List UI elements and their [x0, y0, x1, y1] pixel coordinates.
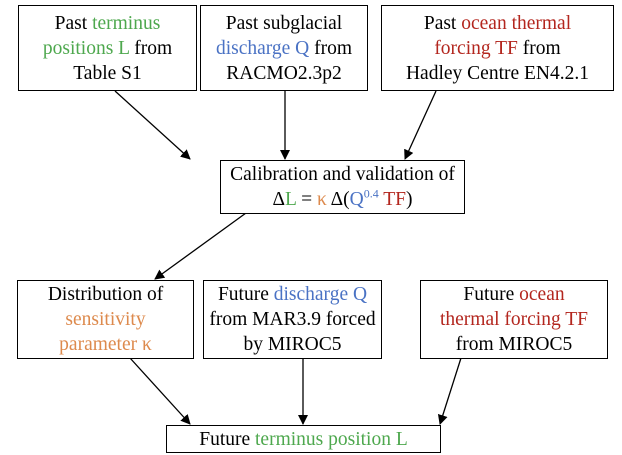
text: sensitivity: [65, 309, 146, 330]
arrow: [437, 357, 462, 425]
text: =: [296, 189, 317, 210]
text: κ: [316, 189, 327, 210]
text: by MIROC5: [243, 334, 342, 355]
text: Hadley Centre EN4.2.1: [405, 62, 590, 84]
node: Calibration and validation of ΔL = κ Δ(Q…: [220, 160, 465, 214]
arrow: [129, 357, 191, 425]
arrow: [114, 90, 191, 160]
text: L: [285, 189, 297, 210]
text: Distribution of: [47, 284, 164, 305]
text: Past: [423, 12, 462, 34]
node: Future discharge Q from MAR3.9 forced by…: [203, 280, 382, 359]
text: Future: [217, 284, 274, 305]
node: Past ocean thermal forcing TF from Hadle…: [381, 5, 614, 91]
text: Past subglacial: [225, 12, 343, 34]
node: Past terminus positions L from Table S1: [18, 5, 197, 91]
node: Future ocean thermal forcing TF from MIR…: [420, 280, 608, 359]
text: positions L: [42, 37, 130, 59]
text: Future: [463, 284, 520, 305]
text: TF: [378, 189, 407, 210]
text: ocean: [519, 284, 565, 305]
text: Calibration and validation of: [230, 164, 455, 185]
text: from: [129, 37, 173, 59]
text: terminus: [92, 12, 161, 34]
text: Table S1: [73, 62, 142, 84]
text: Δ: [272, 189, 286, 210]
text: parameter κ: [59, 334, 152, 355]
text: discharge Q: [215, 37, 310, 59]
text: from: [517, 37, 561, 59]
text: from MIROC5: [455, 334, 573, 355]
node: Distribution of sensitivity parameter κ: [17, 280, 194, 359]
node: Past subglacial discharge Q from RACMO2.…: [200, 5, 368, 91]
superscript: 0.4: [363, 186, 379, 201]
text: Past: [54, 12, 93, 34]
text: RACMO2.3p2: [226, 62, 342, 84]
arrow: [154, 212, 247, 280]
text: from: [309, 37, 353, 59]
text: from MAR3.9 forced: [209, 309, 376, 330]
text: forcing TF: [434, 37, 518, 59]
text: discharge Q: [273, 284, 368, 305]
text: Q: [349, 189, 364, 210]
text: Δ(: [326, 189, 350, 210]
text: ocean thermal: [461, 12, 572, 34]
node: Future terminus position L: [166, 425, 441, 453]
text: thermal forcing TF: [439, 309, 589, 330]
text: terminus position L: [255, 428, 408, 450]
text: ): [406, 189, 413, 210]
arrow: [404, 90, 437, 160]
text: Future: [199, 428, 256, 450]
